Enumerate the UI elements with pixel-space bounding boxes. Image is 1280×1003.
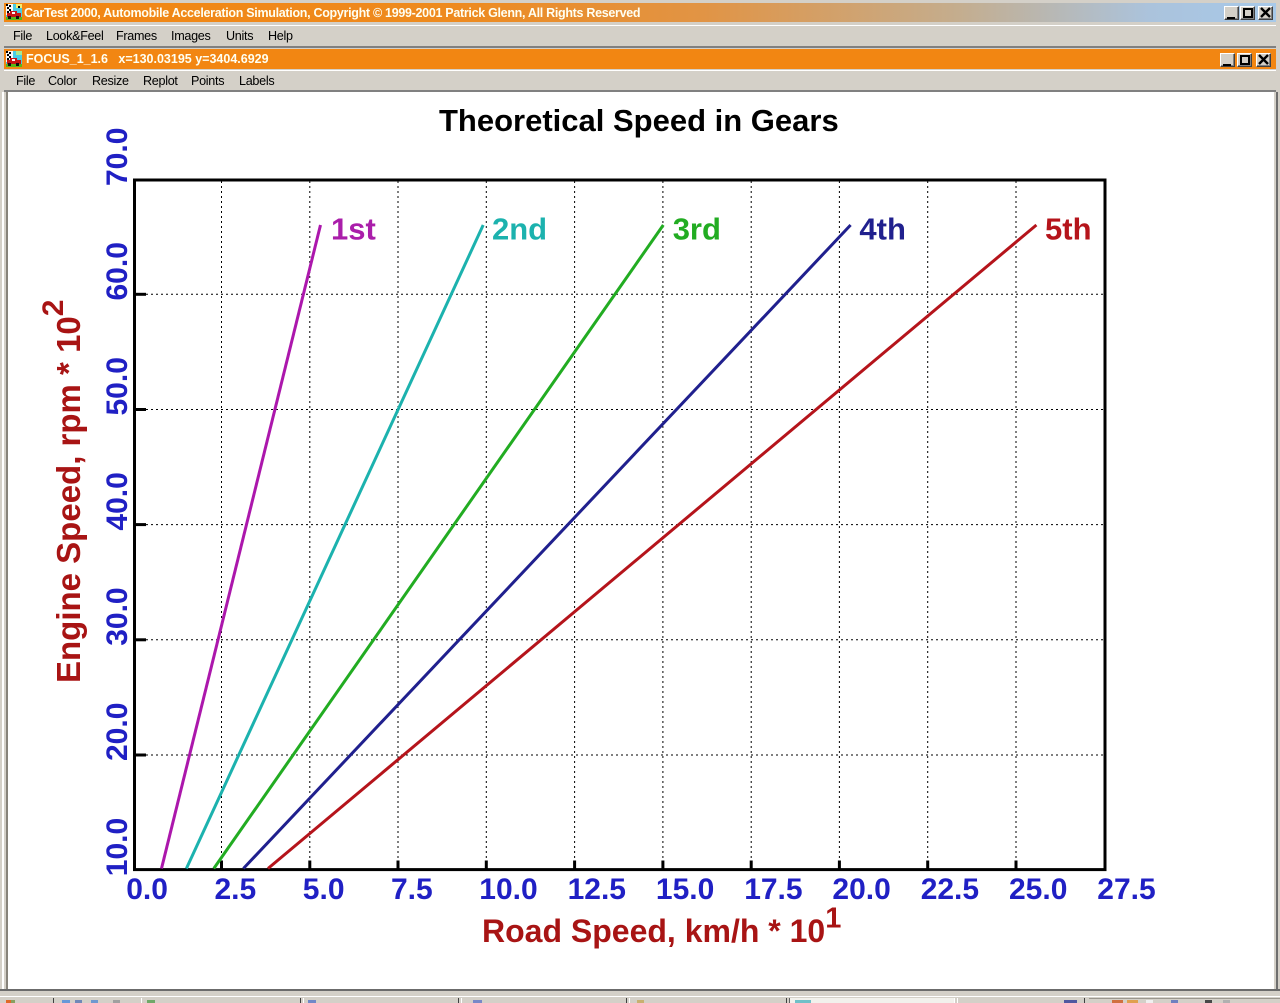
svg-text:2nd: 2nd — [492, 212, 547, 247]
svg-text:17.5: 17.5 — [744, 873, 802, 906]
svg-text:Theoretical Speed in Gears: Theoretical Speed in Gears — [439, 103, 839, 138]
svg-text:70.0: 70.0 — [101, 128, 134, 186]
svg-text:Road Speed, km/h * 101: Road Speed, km/h * 101 — [482, 903, 841, 950]
svg-text:5.0: 5.0 — [303, 873, 345, 906]
svg-text:0.0: 0.0 — [126, 873, 168, 906]
svg-text:Engine Speed, rpm * 102: Engine Speed, rpm * 102 — [37, 300, 87, 683]
svg-text:10.0: 10.0 — [479, 873, 537, 906]
svg-text:40.0: 40.0 — [101, 472, 134, 530]
svg-text:60.0: 60.0 — [101, 242, 134, 300]
svg-text:22.5: 22.5 — [921, 873, 979, 906]
svg-text:4th: 4th — [859, 212, 906, 247]
svg-text:20.0: 20.0 — [101, 703, 134, 761]
svg-text:12.5: 12.5 — [568, 873, 626, 906]
svg-text:5th: 5th — [1045, 212, 1092, 247]
svg-text:2.5: 2.5 — [215, 873, 257, 906]
svg-text:10.0: 10.0 — [101, 818, 134, 876]
svg-text:27.5: 27.5 — [1097, 873, 1155, 906]
svg-text:3rd: 3rd — [673, 212, 721, 247]
svg-text:1st: 1st — [331, 212, 376, 247]
svg-text:50.0: 50.0 — [101, 357, 134, 415]
svg-text:20.0: 20.0 — [832, 873, 890, 906]
svg-text:30.0: 30.0 — [101, 587, 134, 645]
svg-text:7.5: 7.5 — [391, 873, 433, 906]
svg-text:15.0: 15.0 — [656, 873, 714, 906]
svg-text:25.0: 25.0 — [1009, 873, 1067, 906]
